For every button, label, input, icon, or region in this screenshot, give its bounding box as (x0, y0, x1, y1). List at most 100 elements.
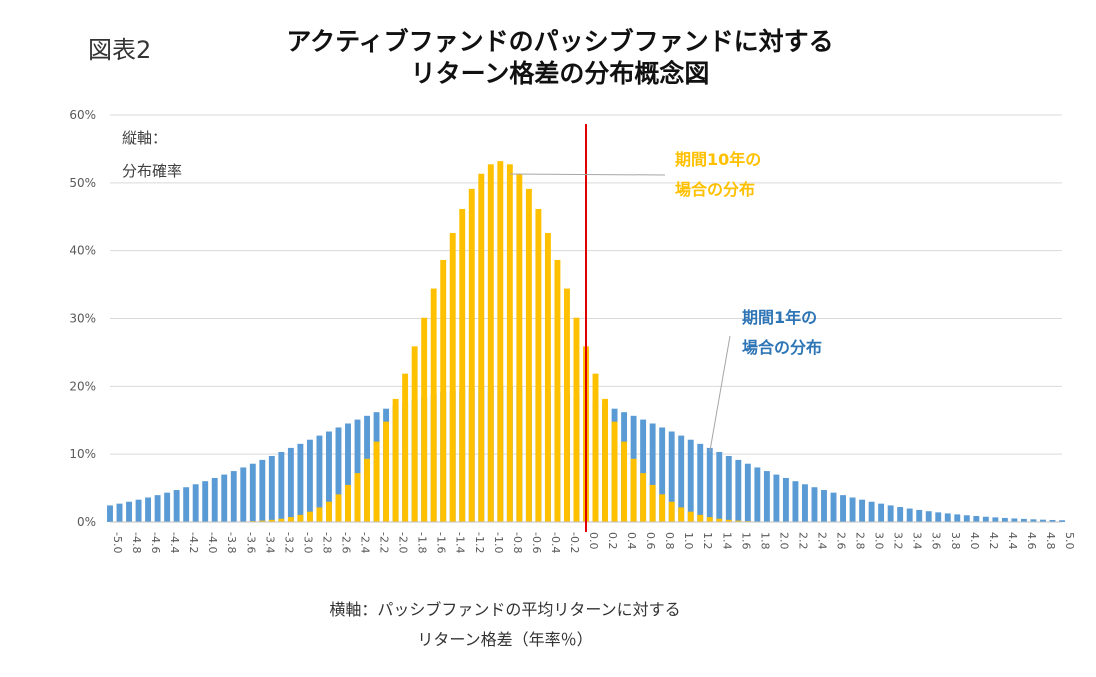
bar-1year (287, 447, 294, 522)
bar-1year (754, 467, 761, 522)
bar-10year (345, 484, 351, 522)
x-tick-label: 1.2 (701, 532, 714, 550)
bar-1year (763, 471, 770, 522)
x-tick-label: 2.4 (815, 532, 828, 550)
figure-label: 図表2 (88, 36, 152, 64)
x-tick-label: 0.8 (663, 532, 676, 550)
chart-title-line2: リターン格差の分布概念図 (410, 59, 710, 88)
bar-1year (354, 419, 361, 522)
bar-10year (516, 173, 523, 522)
bar-1year (668, 431, 675, 522)
x-tick-label: 0.6 (644, 532, 657, 550)
bar-1year (345, 423, 351, 522)
y-axis-label: 縦軸： (122, 129, 167, 147)
bar-1year (1059, 520, 1065, 522)
bar-10year (525, 188, 532, 522)
bar-1year (973, 516, 980, 522)
chart-title-line1: アクティブファンドのパッシブファンドに対する (286, 27, 834, 56)
y-tick-label: 0% (77, 515, 96, 529)
bar-1year (697, 443, 704, 522)
bar-10year (544, 233, 551, 522)
bar-1year (954, 514, 961, 522)
x-tick-label: -3.6 (244, 532, 257, 553)
bar-1year (211, 477, 218, 522)
bar-10year (678, 507, 685, 522)
bar-1year (1049, 519, 1056, 522)
bar-1year (897, 507, 904, 522)
bar-1year (1020, 518, 1027, 522)
bar-1year (126, 501, 132, 522)
bar-10year (402, 373, 409, 522)
bar-1year (716, 451, 723, 522)
x-tick-label: 3.4 (911, 532, 924, 550)
y-tick-label: 60% (69, 108, 96, 122)
bar-1year (830, 492, 837, 522)
bar-1year (202, 481, 209, 522)
x-tick-label: -2.6 (339, 532, 352, 553)
bar-10year (478, 173, 485, 522)
bar-10year (392, 398, 399, 522)
bar-1year (249, 463, 256, 522)
bar-1year (145, 497, 152, 522)
bar-1year (735, 459, 742, 522)
bar-10year (602, 398, 608, 522)
x-tick-label: -4.6 (149, 532, 162, 553)
x-tick-label: -1.4 (454, 532, 467, 553)
bar-1year (944, 513, 951, 522)
y-tick-label: 20% (69, 379, 96, 393)
bar-1year (1001, 517, 1008, 522)
bar-10year (554, 259, 561, 522)
bar-1year (725, 455, 732, 522)
bar-10year (506, 164, 513, 522)
bar-10year (306, 511, 313, 522)
bar-10year (592, 373, 599, 522)
bar-1year (916, 509, 923, 522)
x-tick-label: -4.4 (168, 532, 181, 553)
annotation-leader-10year (509, 173, 666, 176)
annotation-1year: 場合の分布 (742, 338, 822, 357)
x-tick-label: -1.6 (435, 532, 448, 553)
annotation-10year: 期間10年の (675, 150, 761, 169)
bar-10year (621, 441, 628, 522)
x-tick-label: 4.0 (968, 532, 981, 550)
bar-1year (326, 431, 332, 522)
bar-1year (230, 471, 237, 522)
bar-1year (821, 490, 827, 522)
x-axis-label-line2: リターン格差（年率％） (417, 630, 593, 649)
bar-10year (440, 259, 447, 522)
bar-10year (421, 317, 428, 522)
bar-10year (268, 519, 275, 522)
bar-10year (459, 208, 466, 522)
x-tick-label: 1.8 (758, 532, 771, 550)
x-tick-label: 4.4 (1006, 532, 1019, 550)
bar-10year (640, 473, 647, 522)
bar-10year (326, 501, 332, 522)
x-tick-label: 2.8 (854, 532, 867, 550)
bar-1year (240, 467, 247, 522)
bar-10year (430, 288, 437, 522)
x-tick-label: 1.6 (739, 532, 752, 550)
bar-1year (306, 439, 313, 522)
bar-1year (687, 439, 694, 522)
bar-10year (668, 501, 675, 522)
bar-10year (706, 517, 713, 522)
bar-1year (259, 459, 266, 522)
bar-1year (297, 443, 304, 522)
x-tick-label: 0.4 (625, 532, 638, 550)
bar-1year (859, 499, 866, 522)
x-tick-label: 0.0 (587, 532, 600, 550)
x-tick-label: 4.6 (1025, 532, 1038, 550)
x-tick-label: 1.0 (682, 532, 695, 550)
x-tick-label: -0.2 (568, 532, 581, 553)
x-axis-label-line1: 横軸：パッシブファンドの平均リターンに対する (329, 600, 681, 619)
x-tick-label: 3.6 (930, 532, 943, 550)
x-tick-label: 3.2 (892, 532, 905, 550)
bar-1year (316, 435, 323, 522)
bar-1year (982, 516, 989, 522)
bar-1year (640, 419, 647, 522)
bar-1year (278, 451, 285, 522)
x-tick-label: -3.4 (263, 532, 276, 553)
x-tick-label: -4.0 (206, 532, 219, 553)
y-tick-label: 10% (69, 447, 96, 461)
